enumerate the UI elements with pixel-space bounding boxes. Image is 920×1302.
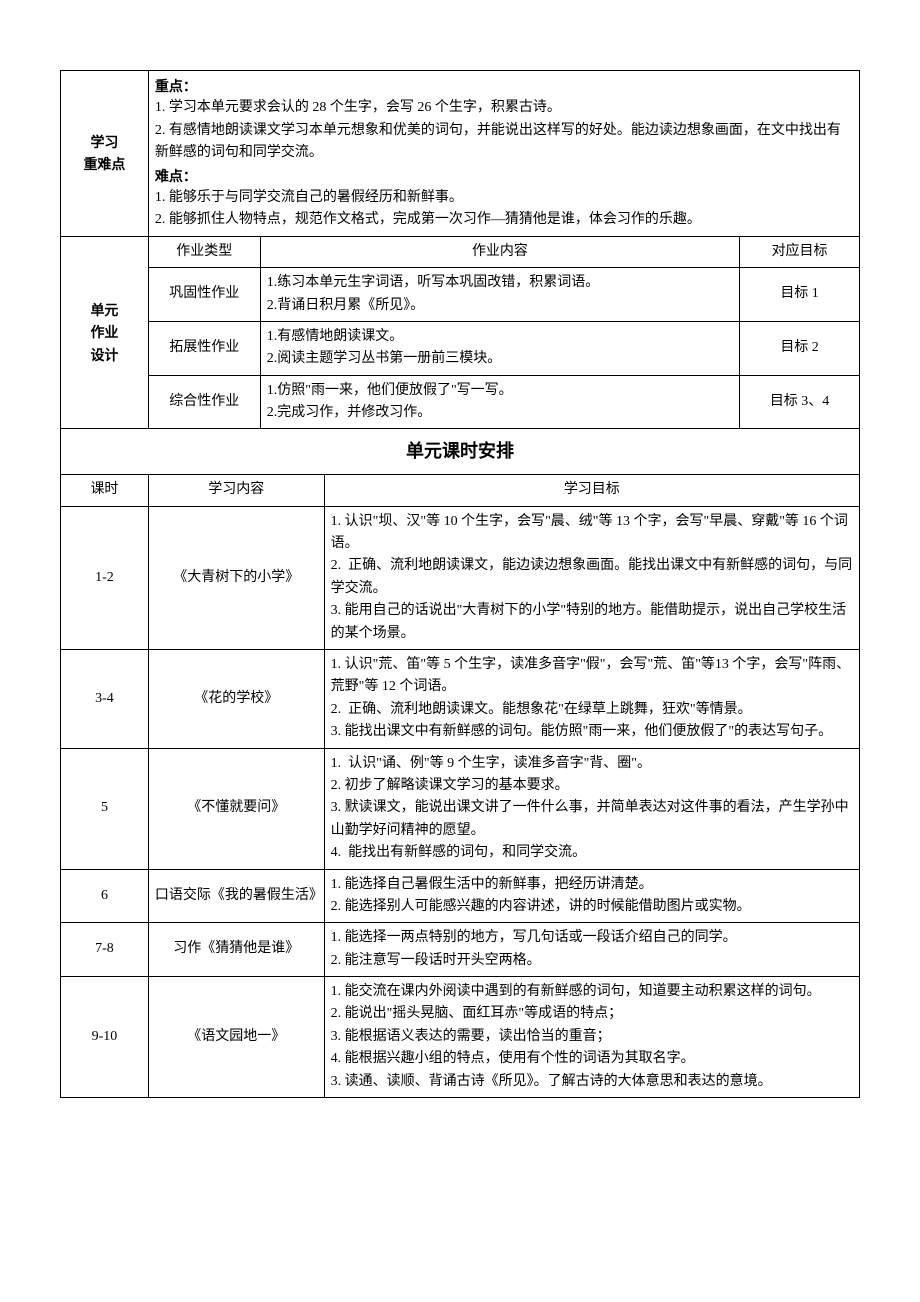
homework-content-3: 1.仿照"雨一来，他们便放假了"写一写。 2.完成习作，并修改习作。 xyxy=(260,375,739,429)
schedule-title: 单元课时安排 xyxy=(61,429,860,475)
schedule-header-content: 学习内容 xyxy=(148,475,324,506)
homework-header-type: 作业类型 xyxy=(148,236,260,267)
homework-target-2: 目标 2 xyxy=(740,321,860,375)
schedule-row-4: 6 口语交际《我的暑假生活》 1. 能选择自己暑假生活中的新鲜事，把经历讲清楚。… xyxy=(61,869,860,923)
homework-type-2: 拓展性作业 xyxy=(148,321,260,375)
key-points-label: 重点： xyxy=(155,75,853,97)
homework-row-3: 综合性作业 1.仿照"雨一来，他们便放假了"写一写。 2.完成习作，并修改习作。… xyxy=(61,375,860,429)
homework-content-1: 1.练习本单元生字词语，听写本巩固改错，积累词语。 2.背诵日积月累《所见》。 xyxy=(260,268,739,322)
homework-type-3: 综合性作业 xyxy=(148,375,260,429)
schedule-header-period: 课时 xyxy=(61,475,149,506)
schedule-period-5: 7-8 xyxy=(61,923,149,977)
document-table: 学习 重难点 重点： 1. 学习本单元要求会认的 28 个生字，会写 26 个生… xyxy=(60,70,860,475)
schedule-content-3: 《不懂就要问》 xyxy=(148,748,324,869)
schedule-content-4: 口语交际《我的暑假生活》 xyxy=(148,869,324,923)
schedule-period-3: 5 xyxy=(61,748,149,869)
schedule-title-row: 单元课时安排 xyxy=(61,429,860,475)
schedule-table: 课时 学习内容 学习目标 1-2 《大青树下的小学》 1. 认识"坝、汉"等 1… xyxy=(60,474,860,1098)
difficulties-label: 学习 重难点 xyxy=(61,71,149,237)
homework-label: 单元 作业 设计 xyxy=(61,236,149,429)
hard-point-1: 1. 能够乐于与同学交流自己的暑假经历和新鲜事。 xyxy=(155,187,853,209)
key-point-2: 2. 有感情地朗读课文学习本单元想象和优美的词句，并能说出这样写的好处。能边读边… xyxy=(155,120,853,165)
homework-target-1: 目标 1 xyxy=(740,268,860,322)
homework-header-content: 作业内容 xyxy=(260,236,739,267)
homework-type-1: 巩固性作业 xyxy=(148,268,260,322)
hard-points-label: 难点： xyxy=(155,165,853,187)
schedule-goal-2: 1. 认识"荒、笛"等 5 个生字，读准多音字"假"，会写"荒、笛"等13 个字… xyxy=(324,650,859,749)
schedule-period-1: 1-2 xyxy=(61,506,149,649)
schedule-content-5: 习作《猜猜他是谁》 xyxy=(148,923,324,977)
homework-content-2: 1.有感情地朗读课文。 2.阅读主题学习丛书第一册前三模块。 xyxy=(260,321,739,375)
schedule-row-1: 1-2 《大青树下的小学》 1. 认识"坝、汉"等 10 个生字，会写"晨、绒"… xyxy=(61,506,860,649)
homework-header-target: 对应目标 xyxy=(740,236,860,267)
schedule-row-3: 5 《不懂就要问》 1. 认识"诵、例"等 9 个生字，读准多音字"背、圈"。 … xyxy=(61,748,860,869)
schedule-row-6: 9-10 《语文园地一》 1. 能交流在课内外阅读中遇到的有新鲜感的词句，知道要… xyxy=(61,977,860,1098)
difficulties-content: 重点： 1. 学习本单元要求会认的 28 个生字，会写 26 个生字，积累古诗。… xyxy=(148,71,859,237)
schedule-content-1: 《大青树下的小学》 xyxy=(148,506,324,649)
hard-point-2: 2. 能够抓住人物特点，规范作文格式，完成第一次习作—猜猜他是谁，体会习作的乐趣… xyxy=(155,209,853,231)
homework-row-1: 巩固性作业 1.练习本单元生字词语，听写本巩固改错，积累词语。 2.背诵日积月累… xyxy=(61,268,860,322)
schedule-period-4: 6 xyxy=(61,869,149,923)
homework-header-row: 单元 作业 设计 作业类型 作业内容 对应目标 xyxy=(61,236,860,267)
difficulties-row: 学习 重难点 重点： 1. 学习本单元要求会认的 28 个生字，会写 26 个生… xyxy=(61,71,860,237)
schedule-row-2: 3-4 《花的学校》 1. 认识"荒、笛"等 5 个生字，读准多音字"假"，会写… xyxy=(61,650,860,749)
schedule-header-goal: 学习目标 xyxy=(324,475,859,506)
schedule-goal-1: 1. 认识"坝、汉"等 10 个生字，会写"晨、绒"等 13 个字，会写"早晨、… xyxy=(324,506,859,649)
schedule-content-2: 《花的学校》 xyxy=(148,650,324,749)
schedule-row-5: 7-8 习作《猜猜他是谁》 1. 能选择一两点特别的地方，写几句话或一段话介绍自… xyxy=(61,923,860,977)
schedule-period-6: 9-10 xyxy=(61,977,149,1098)
homework-target-3: 目标 3、4 xyxy=(740,375,860,429)
schedule-goal-4: 1. 能选择自己暑假生活中的新鲜事，把经历讲清楚。 2. 能选择别人可能感兴趣的… xyxy=(324,869,859,923)
schedule-goal-6: 1. 能交流在课内外阅读中遇到的有新鲜感的词句，知道要主动积累这样的词句。 2.… xyxy=(324,977,859,1098)
key-point-1: 1. 学习本单元要求会认的 28 个生字，会写 26 个生字，积累古诗。 xyxy=(155,97,853,119)
schedule-goal-5: 1. 能选择一两点特别的地方，写几句话或一段话介绍自己的同学。 2. 能注意写一… xyxy=(324,923,859,977)
schedule-header-row: 课时 学习内容 学习目标 xyxy=(61,475,860,506)
homework-row-2: 拓展性作业 1.有感情地朗读课文。 2.阅读主题学习丛书第一册前三模块。 目标 … xyxy=(61,321,860,375)
schedule-period-2: 3-4 xyxy=(61,650,149,749)
schedule-goal-3: 1. 认识"诵、例"等 9 个生字，读准多音字"背、圈"。 2. 初步了解略读课… xyxy=(324,748,859,869)
schedule-content-6: 《语文园地一》 xyxy=(148,977,324,1098)
